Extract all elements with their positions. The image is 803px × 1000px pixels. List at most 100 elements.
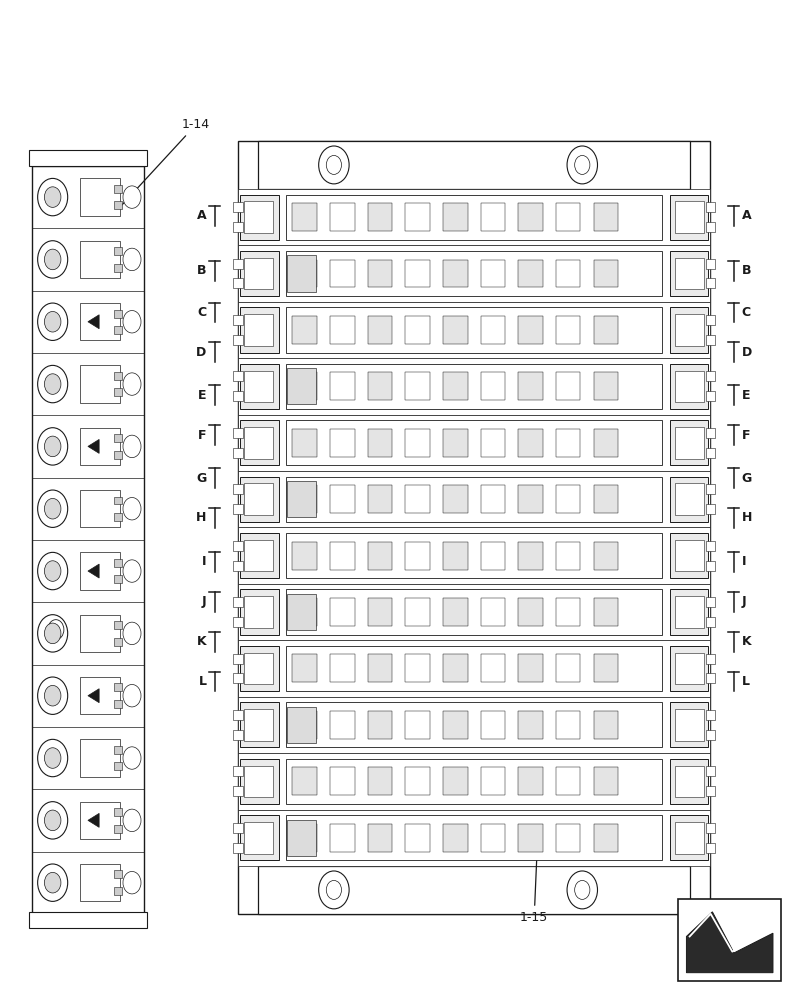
- Bar: [113, 887, 121, 895]
- Text: J: J: [741, 595, 745, 608]
- Bar: [286, 759, 662, 804]
- Bar: [330, 654, 354, 682]
- Bar: [705, 278, 715, 288]
- Circle shape: [44, 810, 61, 831]
- Circle shape: [123, 498, 141, 520]
- Circle shape: [38, 365, 67, 403]
- Bar: [367, 260, 392, 287]
- Bar: [705, 823, 715, 833]
- Bar: [705, 766, 715, 776]
- Bar: [405, 711, 430, 739]
- Bar: [442, 372, 467, 400]
- Bar: [286, 251, 662, 296]
- Bar: [442, 824, 467, 852]
- Bar: [233, 448, 243, 458]
- Circle shape: [123, 560, 141, 582]
- Bar: [405, 598, 430, 626]
- Bar: [233, 786, 243, 796]
- Bar: [705, 259, 715, 269]
- Bar: [705, 391, 715, 401]
- Bar: [480, 260, 504, 287]
- Circle shape: [44, 311, 61, 332]
- Bar: [518, 711, 542, 739]
- Bar: [238, 810, 710, 866]
- Bar: [367, 203, 392, 231]
- Bar: [238, 415, 710, 471]
- Bar: [238, 753, 710, 810]
- Bar: [286, 533, 662, 578]
- Text: D: D: [196, 346, 206, 359]
- Bar: [79, 802, 120, 839]
- Bar: [113, 762, 121, 770]
- Bar: [593, 203, 618, 231]
- Bar: [405, 372, 430, 400]
- Polygon shape: [88, 439, 99, 453]
- Bar: [705, 843, 715, 853]
- Bar: [480, 824, 504, 852]
- Bar: [113, 575, 121, 583]
- Bar: [367, 316, 392, 344]
- Bar: [113, 825, 121, 833]
- Bar: [233, 823, 243, 833]
- Text: A: A: [197, 209, 206, 222]
- Bar: [113, 559, 121, 567]
- Bar: [518, 767, 542, 795]
- Bar: [292, 654, 316, 682]
- Bar: [286, 702, 662, 747]
- Bar: [287, 481, 316, 517]
- Bar: [113, 185, 121, 193]
- Bar: [244, 653, 273, 684]
- Bar: [233, 484, 243, 494]
- Bar: [705, 222, 715, 232]
- Bar: [240, 477, 279, 522]
- Bar: [330, 598, 354, 626]
- Text: 1-14: 1-14: [114, 118, 210, 214]
- Bar: [233, 730, 243, 740]
- Bar: [286, 815, 662, 860]
- Bar: [287, 368, 316, 404]
- Circle shape: [123, 373, 141, 395]
- Bar: [29, 912, 147, 928]
- Circle shape: [318, 146, 349, 184]
- Bar: [233, 710, 243, 720]
- Circle shape: [123, 248, 141, 271]
- Bar: [244, 709, 273, 741]
- Circle shape: [44, 249, 61, 270]
- Bar: [330, 260, 354, 287]
- Bar: [292, 767, 316, 795]
- Bar: [292, 711, 316, 739]
- Circle shape: [44, 187, 61, 207]
- Bar: [705, 484, 715, 494]
- Bar: [286, 307, 662, 353]
- Text: F: F: [198, 429, 206, 442]
- Bar: [233, 504, 243, 514]
- Bar: [669, 364, 707, 409]
- Bar: [330, 429, 354, 457]
- Bar: [244, 822, 273, 854]
- Bar: [244, 201, 273, 233]
- Text: E: E: [741, 389, 749, 402]
- Circle shape: [123, 186, 141, 208]
- Polygon shape: [686, 912, 772, 973]
- Bar: [287, 594, 316, 630]
- Circle shape: [44, 374, 61, 394]
- Bar: [518, 654, 542, 682]
- Bar: [286, 420, 662, 465]
- Text: G: G: [741, 472, 751, 485]
- Bar: [669, 195, 707, 240]
- Bar: [113, 638, 121, 646]
- Bar: [405, 203, 430, 231]
- Bar: [518, 824, 542, 852]
- Bar: [79, 490, 120, 527]
- Bar: [113, 201, 121, 209]
- Bar: [258, 866, 690, 914]
- Bar: [675, 540, 703, 571]
- Bar: [705, 335, 715, 345]
- Circle shape: [44, 561, 61, 581]
- Bar: [367, 372, 392, 400]
- Text: G: G: [196, 472, 206, 485]
- Circle shape: [44, 685, 61, 706]
- Bar: [233, 202, 243, 212]
- Bar: [240, 646, 279, 691]
- Bar: [705, 654, 715, 664]
